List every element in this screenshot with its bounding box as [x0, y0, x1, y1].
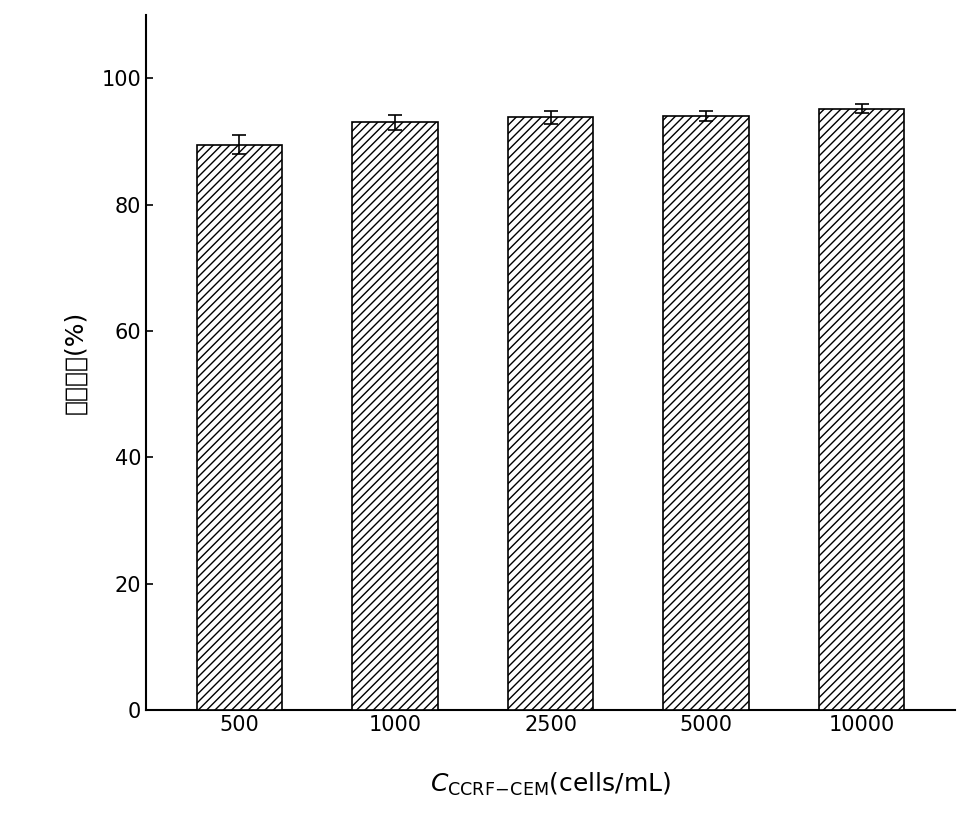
- Bar: [818, 108, 903, 710]
- Bar: [197, 144, 282, 710]
- Text: $\mathit{C}_{\rm CCRF\!-\!CEM}$$\rm (cells/mL)$: $\mathit{C}_{\rm CCRF\!-\!CEM}$$\rm (cel…: [429, 771, 671, 798]
- Bar: [352, 122, 437, 710]
- Bar: [663, 116, 748, 710]
- Bar: [507, 117, 593, 710]
- Y-axis label: 捕获效率(%): 捕获效率(%): [63, 311, 87, 414]
